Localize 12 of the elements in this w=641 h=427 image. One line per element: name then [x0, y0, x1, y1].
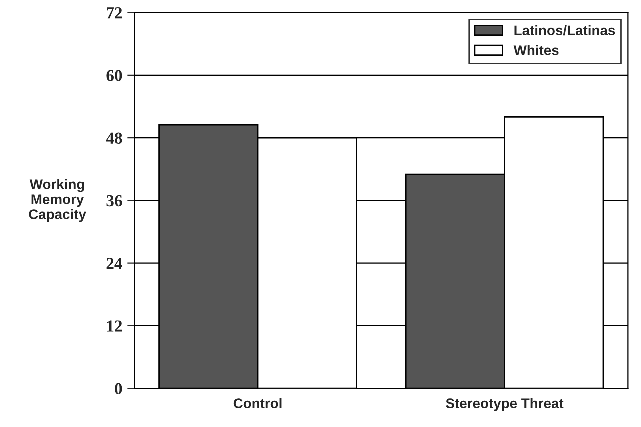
- x-tick-label: Stereotype Threat: [446, 398, 564, 412]
- legend-label: Whites: [514, 45, 559, 56]
- y-tick-label: 72: [107, 8, 122, 19]
- y-tick-label: 48: [106, 132, 122, 144]
- y-axis-title: Working Memory Capacity: [29, 179, 86, 222]
- y-tick-label: 36: [106, 195, 122, 207]
- legend-label: Latinos/Latinas: [514, 25, 616, 36]
- y-tick-label: 24: [106, 258, 122, 270]
- y-tick-label: 0: [115, 383, 122, 395]
- y-tick-label: 12: [107, 320, 122, 332]
- x-tick-label: Control: [234, 398, 282, 408]
- y-tick-label: 60: [106, 70, 122, 82]
